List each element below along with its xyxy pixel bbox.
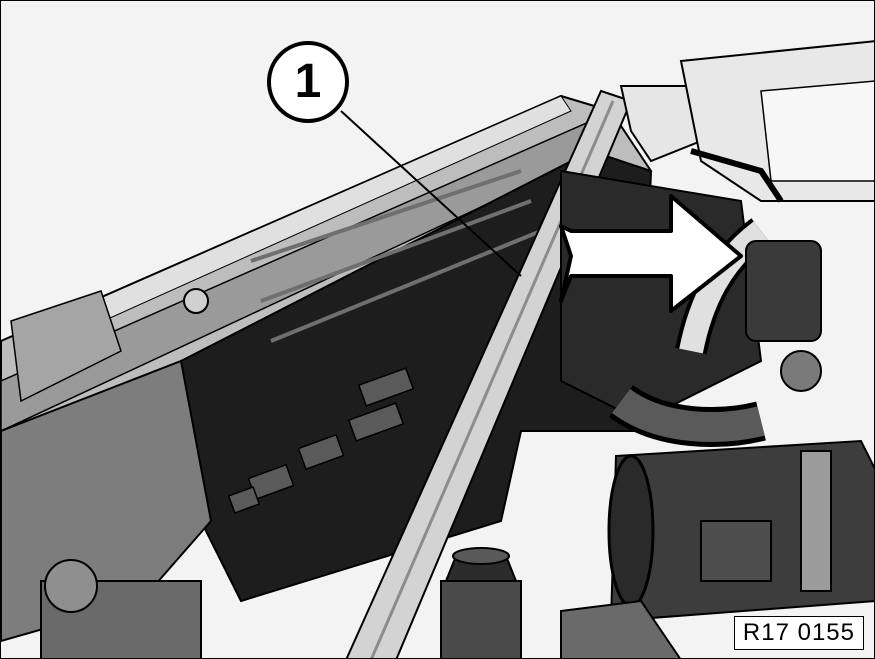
- callout-leader-line: [340, 110, 522, 277]
- direction-arrow: [559, 194, 743, 313]
- callout-circle: 1: [267, 41, 349, 123]
- callout-number: 1: [294, 55, 322, 108]
- reference-code-label: R17 0155: [733, 616, 864, 650]
- strut-part-1: [345, 89, 633, 658]
